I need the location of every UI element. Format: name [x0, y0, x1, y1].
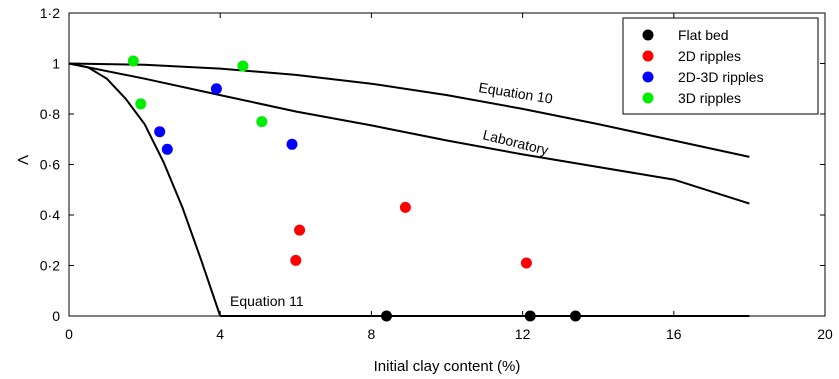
legend-label-flat-bed: Flat bed: [678, 27, 729, 43]
data-point-3d-ripples: [256, 116, 268, 128]
legend-box: [622, 17, 819, 115]
data-point-2d-ripples: [399, 201, 411, 213]
curve-equation-10: [68, 62, 750, 158]
y-tick-label: 0·2: [40, 258, 60, 274]
data-point-2d-3d-ripples: [161, 143, 173, 155]
x-tick-label: 12: [515, 326, 531, 342]
legend-label-3d-ripples: 3D ripples: [678, 90, 741, 106]
x-tick-label: 0: [65, 326, 73, 342]
data-point-2d-3d-ripples: [286, 138, 298, 150]
annotation-equation-11: Equation 11: [230, 293, 304, 309]
data-point-3d-ripples: [135, 98, 147, 110]
y-axis: 0 0·2 0·4 0·6 0·8 1 1·2: [40, 5, 825, 324]
y-tick-label: 0·8: [40, 106, 60, 122]
data-point-3d-ripples: [127, 55, 139, 67]
y-tick-label: 0·6: [40, 157, 60, 173]
data-point-2d-ripples: [294, 224, 306, 236]
data-point-3d-ripples: [237, 60, 249, 72]
curve-equation-11: [68, 62, 222, 317]
y-tick-label: 0: [52, 308, 60, 324]
y-axis-label: Λ: [15, 155, 32, 165]
curve-laboratory: [68, 62, 750, 205]
legend-marker-2d-ripples: [642, 50, 654, 62]
data-point-2d-3d-ripples: [154, 126, 166, 138]
y-tick-label: 0·4: [40, 207, 60, 223]
x-tick-label: 16: [666, 326, 682, 342]
y-tick-label: 1·2: [40, 5, 60, 21]
legend-marker-flat-bed: [642, 29, 654, 41]
y-tick-label: 1: [52, 56, 60, 72]
legend-marker-2d-3d-ripples: [642, 71, 654, 83]
x-axis: 0 4 8 12 16 20: [65, 13, 833, 342]
x-tick-label: 4: [216, 326, 224, 342]
legend-label-2d-ripples: 2D ripples: [678, 48, 741, 64]
legend: Flat bed 2D ripples 2D-3D ripples 3D rip…: [622, 17, 819, 115]
x-axis-label: Initial clay content (%): [374, 358, 521, 375]
data-point-2d-3d-ripples: [210, 83, 222, 95]
x-tick-label: 20: [817, 326, 833, 342]
data-point-2d-ripples: [290, 254, 302, 266]
legend-label-2d-3d-ripples: 2D-3D ripples: [678, 69, 764, 85]
legend-marker-3d-ripples: [642, 92, 654, 104]
x-tick-label: 8: [368, 326, 376, 342]
points-layer: [127, 55, 581, 322]
data-point-2d-ripples: [520, 257, 532, 269]
